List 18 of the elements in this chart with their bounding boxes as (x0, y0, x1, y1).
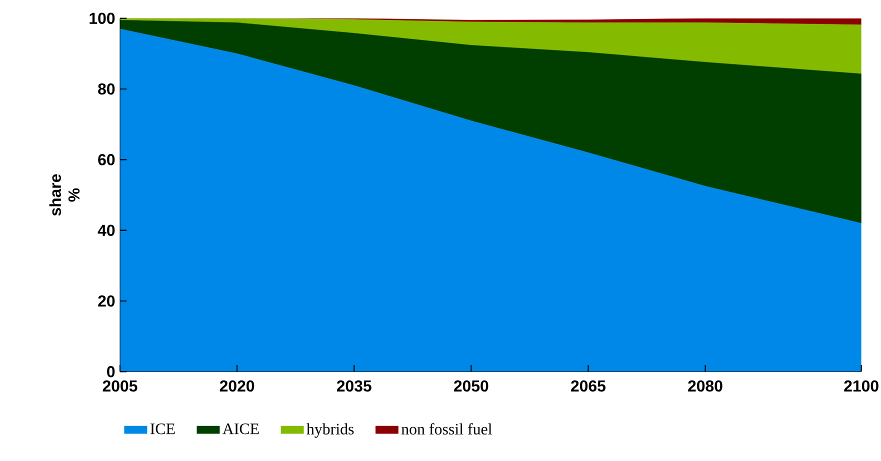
x-tick-label: 2100 (844, 380, 878, 392)
legend-label: non fossil fuel (401, 423, 492, 435)
y-tick-label: 20 (98, 295, 115, 307)
x-tick-label: 2005 (102, 380, 138, 392)
x-tick-label: 2035 (336, 380, 372, 392)
x-tick-label: 2080 (688, 380, 722, 392)
y-tick-label: 0 (107, 366, 115, 378)
x-tick-label: 2050 (454, 380, 488, 392)
y-tick-label: 40 (98, 224, 115, 236)
y-tick-label: 100 (90, 12, 115, 24)
y-axis-title: share % (49, 174, 80, 216)
y-tick-label: 60 (98, 154, 115, 166)
x-tick-label: 2065 (571, 380, 606, 392)
y-tick-label: 80 (98, 83, 115, 95)
legend-label: ICE (150, 424, 175, 434)
legend-label: hybrids (306, 423, 354, 438)
legend-label: AICE (222, 424, 259, 434)
x-tick-label: 2020 (220, 380, 254, 392)
